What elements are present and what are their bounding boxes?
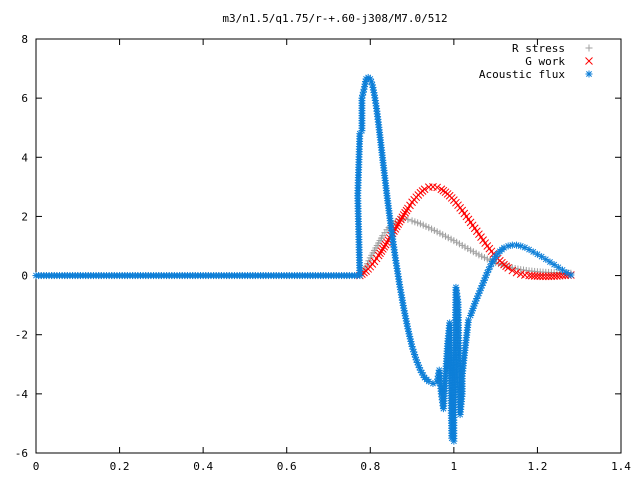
data-point [394, 220, 402, 228]
axis-ticks: 0 0.2 0.4 0.6 0.8 1 1.2 1.4 -6 -4 -2 0 2 4 6 8 [15, 33, 632, 473]
data-point [398, 213, 407, 222]
y-tick-label: 4 [21, 151, 28, 164]
data-point [544, 272, 553, 281]
legend-marker [585, 70, 593, 78]
y-tick-label: -2 [15, 329, 28, 342]
x-tick-label: 0.6 [277, 460, 297, 473]
data-point [542, 255, 550, 263]
x-tick-label: 0 [33, 460, 40, 473]
data-point [374, 251, 383, 260]
legend-label: Acoustic flux [479, 68, 565, 81]
x-tick-label: 1.2 [527, 460, 547, 473]
data-point [399, 211, 408, 219]
x-tick-label: 0.2 [110, 460, 130, 473]
series-acoustic-flux [32, 73, 575, 445]
data-point [378, 245, 387, 253]
y-tick-label: 6 [21, 92, 28, 105]
data-point [395, 217, 404, 226]
data-point [376, 249, 384, 258]
legend-label: G work [525, 55, 565, 68]
data-point [550, 261, 558, 269]
data-point [536, 272, 545, 281]
data-point [559, 266, 566, 274]
plot-frame [35, 38, 622, 454]
y-tick-label: -6 [15, 447, 28, 460]
y-tick-label: 2 [21, 210, 28, 223]
data-point [567, 271, 575, 279]
data-point [546, 258, 554, 266]
data-point [381, 240, 390, 249]
data-point [380, 242, 389, 251]
data-point [508, 266, 517, 275]
data-point [504, 264, 513, 272]
legend-item: G work [525, 55, 593, 68]
x-tick-label: 1 [451, 460, 458, 473]
data-point [418, 369, 426, 377]
data-point [554, 263, 562, 271]
legend-item: Acoustic flux [479, 68, 593, 81]
data-point [383, 238, 391, 247]
data-point [512, 268, 521, 277]
legend-marker [585, 44, 593, 52]
legend-label: R stress [512, 42, 565, 55]
chart-title: m3/n1.5/q1.75/r-+.60-j308/M7.0/512 [222, 12, 447, 25]
data-point [481, 274, 489, 282]
y-tick-label: -4 [15, 388, 29, 401]
legend-marker [585, 57, 593, 65]
plot-series [32, 73, 575, 445]
data-point [539, 272, 547, 281]
plot-border [35, 38, 622, 454]
data-point [404, 215, 412, 223]
data-point [361, 80, 369, 88]
data-point [377, 247, 386, 255]
y-tick-label: 8 [21, 33, 28, 46]
data-point [541, 272, 550, 281]
data-point [392, 222, 401, 231]
legend-item: R stress [512, 42, 593, 55]
x-tick-label: 1.4 [611, 460, 631, 473]
y-tick-label: 0 [21, 270, 28, 283]
data-point [533, 272, 542, 281]
data-point [401, 208, 409, 217]
x-tick-label: 0.8 [360, 460, 380, 473]
data-point [420, 185, 429, 194]
data-point [397, 215, 405, 224]
x-tick-label: 0.4 [193, 460, 213, 473]
data-point [433, 183, 441, 192]
data-point [538, 253, 546, 261]
data-point [402, 206, 411, 215]
series-r-stress [32, 215, 575, 280]
